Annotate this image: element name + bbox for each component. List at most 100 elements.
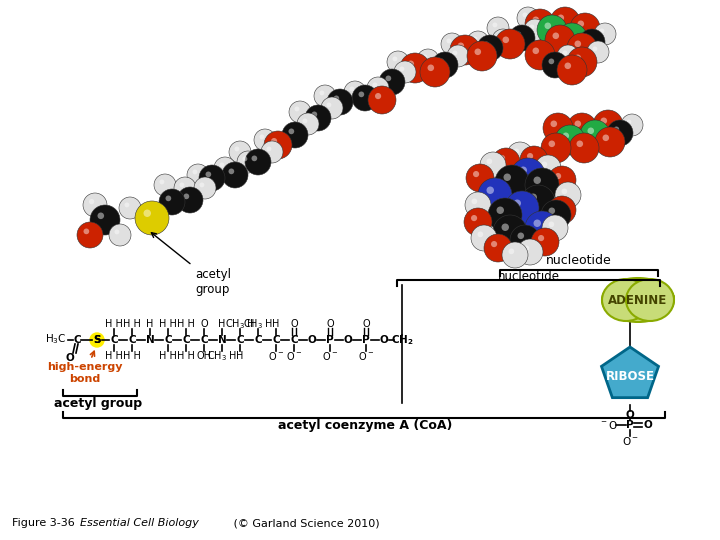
Circle shape xyxy=(160,179,164,184)
Circle shape xyxy=(564,63,571,69)
Circle shape xyxy=(264,131,292,159)
Circle shape xyxy=(544,23,551,29)
Circle shape xyxy=(220,163,225,167)
Circle shape xyxy=(523,246,529,251)
Circle shape xyxy=(235,146,239,151)
Circle shape xyxy=(569,133,599,163)
Text: O: O xyxy=(379,335,388,345)
Circle shape xyxy=(271,138,277,144)
Text: acetyl coenzyme A (CoA): acetyl coenzyme A (CoA) xyxy=(278,420,452,433)
Text: ADENINE: ADENINE xyxy=(608,294,667,307)
Circle shape xyxy=(548,196,576,224)
Circle shape xyxy=(432,52,458,78)
Circle shape xyxy=(83,193,107,217)
Text: H H: H H xyxy=(105,351,123,361)
Text: O: O xyxy=(200,319,208,329)
Circle shape xyxy=(511,158,545,192)
Circle shape xyxy=(491,241,497,247)
Text: S: S xyxy=(94,335,101,345)
Circle shape xyxy=(535,155,561,181)
Text: $\mathregular{O^-}$: $\mathregular{O^-}$ xyxy=(358,350,374,362)
Circle shape xyxy=(297,113,319,135)
Circle shape xyxy=(541,161,547,167)
Ellipse shape xyxy=(626,279,674,321)
Circle shape xyxy=(243,157,248,161)
Circle shape xyxy=(441,33,463,55)
Text: S: S xyxy=(94,335,101,345)
Circle shape xyxy=(259,134,264,139)
Circle shape xyxy=(302,118,307,123)
Circle shape xyxy=(154,174,176,196)
Text: P: P xyxy=(326,335,334,345)
Circle shape xyxy=(179,183,184,187)
Circle shape xyxy=(538,235,544,241)
Circle shape xyxy=(480,152,506,178)
Circle shape xyxy=(498,35,503,39)
Circle shape xyxy=(507,142,533,168)
Circle shape xyxy=(159,189,185,215)
Circle shape xyxy=(90,205,120,235)
Circle shape xyxy=(495,29,525,59)
Circle shape xyxy=(510,225,540,255)
Text: $\mathregular{O^-}$: $\mathregular{O^-}$ xyxy=(322,350,338,362)
Circle shape xyxy=(166,195,171,201)
Text: OH: OH xyxy=(197,351,212,361)
Text: N: N xyxy=(145,335,154,345)
Circle shape xyxy=(229,141,251,163)
Text: C: C xyxy=(272,335,280,345)
Circle shape xyxy=(97,213,104,219)
Circle shape xyxy=(450,35,480,65)
Circle shape xyxy=(499,155,505,161)
Circle shape xyxy=(531,228,559,256)
Text: O: O xyxy=(290,319,298,329)
Circle shape xyxy=(205,172,211,177)
Circle shape xyxy=(222,162,248,188)
Circle shape xyxy=(344,81,366,103)
Circle shape xyxy=(555,125,585,155)
Text: Figure 3-36: Figure 3-36 xyxy=(12,518,82,528)
Circle shape xyxy=(588,127,594,134)
Circle shape xyxy=(478,178,512,212)
Circle shape xyxy=(508,248,514,254)
Text: $\mathregular{CH_2}$: $\mathregular{CH_2}$ xyxy=(391,333,413,347)
Circle shape xyxy=(495,165,529,199)
Circle shape xyxy=(492,29,514,51)
Text: nucleotide: nucleotide xyxy=(546,254,612,267)
Text: H H: H H xyxy=(159,351,177,361)
Circle shape xyxy=(527,153,534,159)
Circle shape xyxy=(585,36,591,41)
Circle shape xyxy=(466,164,494,192)
Circle shape xyxy=(533,17,539,23)
Circle shape xyxy=(452,51,457,55)
Circle shape xyxy=(557,55,587,85)
Circle shape xyxy=(89,199,94,204)
Circle shape xyxy=(557,45,579,67)
Text: H H: H H xyxy=(105,319,123,329)
Circle shape xyxy=(529,193,537,201)
Circle shape xyxy=(505,191,539,225)
Circle shape xyxy=(428,64,434,71)
Circle shape xyxy=(447,45,469,67)
Circle shape xyxy=(400,66,405,71)
Circle shape xyxy=(502,242,528,268)
Circle shape xyxy=(375,93,381,99)
Circle shape xyxy=(109,224,131,246)
Circle shape xyxy=(594,23,616,45)
Circle shape xyxy=(555,182,581,208)
Circle shape xyxy=(484,234,512,262)
Circle shape xyxy=(557,15,564,21)
Text: $\mathregular{^-O}$: $\mathregular{^-O}$ xyxy=(598,419,618,431)
Text: acetyl group: acetyl group xyxy=(55,397,143,410)
Circle shape xyxy=(349,86,354,91)
Text: $\mathregular{H_3C}$: $\mathregular{H_3C}$ xyxy=(45,332,67,346)
Text: H H: H H xyxy=(177,351,195,361)
Circle shape xyxy=(487,159,492,164)
Circle shape xyxy=(600,29,604,33)
Circle shape xyxy=(408,60,414,67)
Circle shape xyxy=(603,134,609,141)
Text: Essential Cell Biology: Essential Cell Biology xyxy=(80,518,199,528)
Circle shape xyxy=(261,141,283,163)
Circle shape xyxy=(525,168,559,202)
Text: $\mathregular{CH_3}$ H: $\mathregular{CH_3}$ H xyxy=(243,317,273,331)
Circle shape xyxy=(367,77,389,99)
